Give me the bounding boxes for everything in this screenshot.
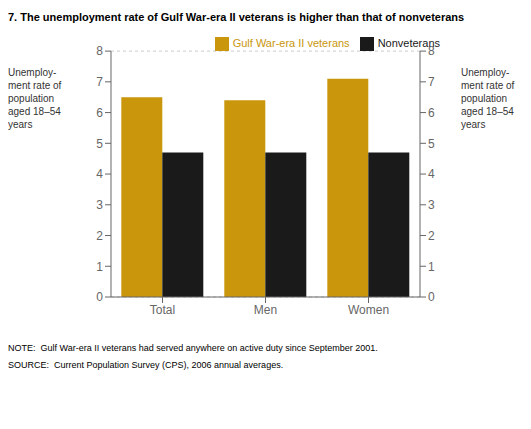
svg-text:8: 8 bbox=[96, 44, 103, 58]
svg-text:1: 1 bbox=[96, 260, 103, 274]
svg-text:5: 5 bbox=[428, 137, 435, 151]
svg-text:0: 0 bbox=[96, 290, 103, 304]
svg-text:2: 2 bbox=[428, 229, 435, 243]
svg-text:0: 0 bbox=[428, 290, 435, 304]
svg-text:3: 3 bbox=[428, 198, 435, 212]
svg-text:5: 5 bbox=[96, 137, 103, 151]
svg-text:Total: Total bbox=[150, 303, 175, 317]
svg-text:Women: Women bbox=[348, 303, 389, 317]
svg-text:1: 1 bbox=[428, 260, 435, 274]
svg-text:4: 4 bbox=[428, 167, 435, 181]
svg-text:2: 2 bbox=[96, 229, 103, 243]
svg-text:7: 7 bbox=[428, 75, 435, 89]
svg-text:6: 6 bbox=[96, 106, 103, 120]
svg-text:6: 6 bbox=[428, 106, 435, 120]
svg-text:7: 7 bbox=[96, 75, 103, 89]
svg-text:8: 8 bbox=[428, 44, 435, 58]
svg-text:3: 3 bbox=[96, 198, 103, 212]
svg-text:4: 4 bbox=[96, 167, 103, 181]
svg-text:Men: Men bbox=[254, 303, 277, 317]
